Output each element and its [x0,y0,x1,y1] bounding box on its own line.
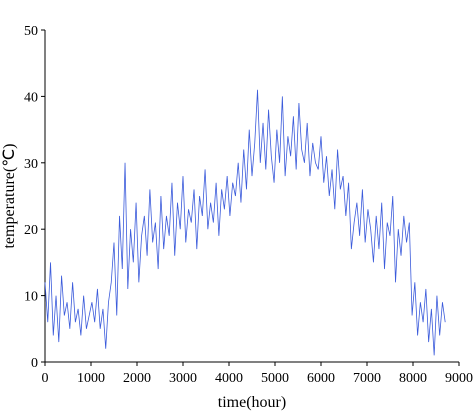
x-tick-label: 4000 [215,371,243,386]
x-tick-label: 1000 [77,371,105,386]
y-tick-label: 30 [24,157,38,172]
y-tick-label: 50 [24,24,38,39]
y-tick-label: 0 [31,356,38,371]
x-tick-label: 0 [42,371,49,386]
x-axis-label: time(hour) [218,394,286,411]
x-tick-label: 6000 [307,371,335,386]
y-tick-label: 10 [24,290,38,305]
data-line [44,89,446,356]
x-tick-label: 7000 [353,371,381,386]
y-axis-label: temperature(℃) [1,143,18,248]
y-tick-label: 40 [24,90,38,105]
x-tick-label: 5000 [261,371,289,386]
x-tick-label: 8000 [399,371,427,386]
x-tick-label: 3000 [169,371,197,386]
x-tick-label: 2000 [123,371,151,386]
y-tick-label: 20 [24,223,38,238]
x-tick-label: 9000 [445,371,473,386]
